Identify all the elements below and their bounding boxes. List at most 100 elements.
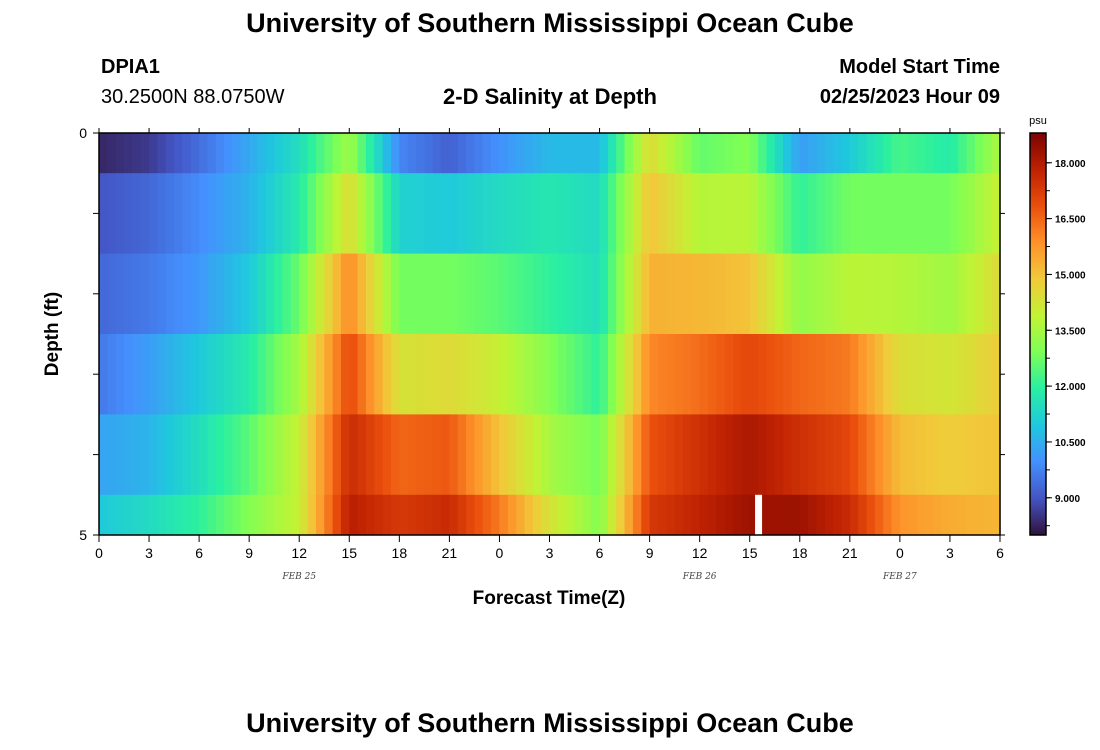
heatmap-cell <box>165 414 175 496</box>
heatmap-cell <box>691 253 701 335</box>
heatmap-cell <box>99 133 108 174</box>
x-tick-label: 12 <box>692 545 708 561</box>
heatmap-cell <box>224 494 234 536</box>
heatmap-cell <box>716 173 726 254</box>
heatmap-cell <box>591 414 601 496</box>
heatmap-cell <box>641 133 651 174</box>
heatmap-cell <box>232 253 242 335</box>
heatmap-cell <box>682 414 692 496</box>
heatmap-cell <box>466 494 476 536</box>
heatmap-cell <box>716 133 726 174</box>
heatmap-cell <box>115 253 125 335</box>
heatmap-cell <box>549 253 559 335</box>
heatmap-cell <box>899 173 909 254</box>
heatmap-cell <box>357 173 367 254</box>
heatmap-cell <box>107 334 117 415</box>
heatmap-cell <box>816 133 826 174</box>
heatmap-cell <box>758 173 767 254</box>
heatmap-cell <box>349 414 359 496</box>
heatmap-cell <box>132 494 142 536</box>
heatmap-cell <box>858 253 868 335</box>
heatmap-cell <box>599 494 609 536</box>
heatmap-cell <box>232 334 242 415</box>
heatmap-cell <box>983 133 993 174</box>
heatmap-cell <box>365 334 375 415</box>
heatmap-cell <box>174 133 184 174</box>
heatmap-cell <box>315 253 325 335</box>
heatmap-cell <box>966 173 976 254</box>
heatmap-cell <box>758 253 767 335</box>
heatmap-cell <box>507 494 517 536</box>
heatmap-cell <box>282 173 292 254</box>
heatmap-cell <box>390 494 400 536</box>
heatmap-cell <box>374 414 384 496</box>
heatmap-cell <box>733 173 742 254</box>
heatmap-cell <box>399 253 409 335</box>
heatmap-cell <box>933 414 943 496</box>
heatmap-cell <box>557 253 567 335</box>
heatmap-cell <box>749 133 759 174</box>
heatmap-cell <box>374 334 384 415</box>
heatmap-cell <box>149 334 158 415</box>
heatmap-cell <box>566 414 576 496</box>
heatmap-cell <box>307 334 317 415</box>
heatmap-cell <box>532 253 542 335</box>
heatmap-cell <box>949 173 959 254</box>
heatmap-cell <box>541 173 551 254</box>
heatmap-cell <box>340 173 350 254</box>
heatmap-cell <box>290 414 300 496</box>
heatmap-cell <box>607 133 617 174</box>
heatmap-cell <box>624 334 634 415</box>
heatmap-cell <box>599 133 609 174</box>
heatmap-cell <box>315 334 325 415</box>
heatmap-cell <box>390 133 400 174</box>
x-tick-label: 3 <box>946 545 954 561</box>
heatmap-cell <box>883 334 893 415</box>
heatmap-cell <box>983 253 993 335</box>
heatmap-cell <box>449 334 459 415</box>
heatmap-cell <box>607 334 617 415</box>
x-tick-label: 3 <box>546 545 554 561</box>
heatmap-cell <box>365 253 375 335</box>
heatmap-cell <box>741 173 751 254</box>
heatmap-cell <box>916 133 926 174</box>
heatmap-cell <box>424 173 434 254</box>
heatmap-cell <box>874 253 884 335</box>
heatmap-cell <box>741 494 751 536</box>
heatmap-cell <box>574 334 584 415</box>
heatmap-cell <box>541 133 551 174</box>
heatmap-cell <box>499 414 509 496</box>
heatmap-cell <box>99 334 108 415</box>
heatmap-cell <box>132 173 142 254</box>
heatmap-cell <box>365 173 375 254</box>
heatmap-cell <box>124 253 133 335</box>
heatmap-cell <box>966 414 976 496</box>
heatmap-cell <box>332 253 342 335</box>
heatmap-cell <box>324 173 334 254</box>
heatmap-cell <box>165 494 175 536</box>
heatmap-cell <box>390 334 400 415</box>
date-label: FEB 27 <box>882 572 917 582</box>
heatmap-cell <box>991 133 1001 174</box>
colorbar-tick-label: 16.500 <box>1055 215 1086 226</box>
station-id: DPIA1 <box>101 56 160 78</box>
heatmap-cell <box>791 173 801 254</box>
heatmap-cell <box>883 133 893 174</box>
heatmap-cell <box>958 173 968 254</box>
heatmap-cell <box>574 414 584 496</box>
heatmap-cell <box>124 414 133 496</box>
heatmap-cell <box>657 133 667 174</box>
heatmap-cell <box>532 173 542 254</box>
heatmap-cell <box>349 494 359 536</box>
x-tick-label: 15 <box>742 545 758 561</box>
heatmap-cell <box>699 494 709 536</box>
heatmap-cell <box>557 414 567 496</box>
heatmap-cell <box>390 253 400 335</box>
heatmap-cell <box>299 173 309 254</box>
heatmap-cell <box>190 334 200 415</box>
heatmap-cell <box>240 494 250 536</box>
heatmap-cell <box>382 334 392 415</box>
heatmap-cell <box>582 173 592 254</box>
heatmap-cell <box>491 494 501 536</box>
heatmap-cell <box>165 173 175 254</box>
